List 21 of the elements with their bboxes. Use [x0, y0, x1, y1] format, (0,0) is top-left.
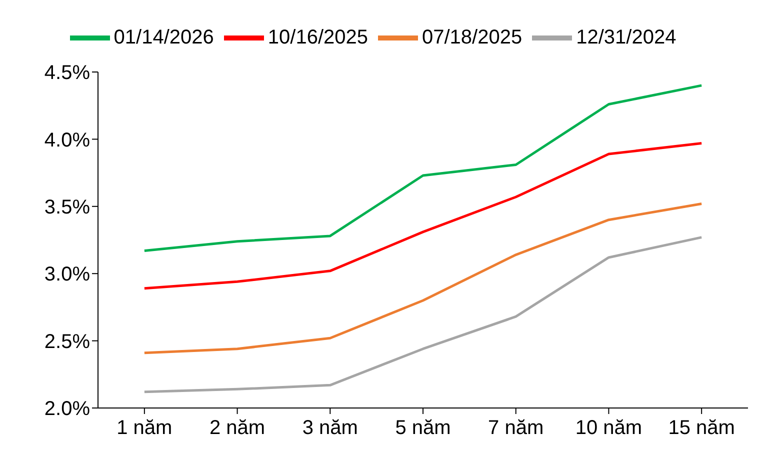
x-tick-label: 10 năm	[575, 417, 642, 440]
x-tick-label: 15 năm	[668, 417, 735, 440]
line-series	[143, 84, 703, 252]
y-tick-label: 4.0%	[44, 129, 90, 152]
x-tick-label: 5 năm	[395, 417, 451, 440]
legend-label: 10/16/2025	[268, 26, 368, 48]
line-series	[143, 202, 703, 354]
x-tick-label: 1 năm	[116, 417, 172, 440]
y-tick-label: 2.5%	[44, 330, 90, 353]
y-tick-label: 3.5%	[44, 196, 90, 218]
y-tick-label: 4.5%	[44, 62, 90, 84]
x-tick-label: 2 năm	[209, 417, 266, 440]
legend-label: 01/14/2026	[114, 26, 214, 48]
y-tick-label: 3.0%	[44, 264, 90, 286]
y-tick-label: 2.0%	[44, 398, 90, 420]
legend-label: 12/31/2024	[576, 26, 676, 48]
legend-label: 07/18/2025	[422, 26, 522, 48]
line-series	[143, 236, 703, 394]
x-tick-label: 3 năm	[302, 417, 358, 440]
line-series	[143, 142, 703, 290]
x-tick-label: 7 năm	[488, 417, 544, 440]
